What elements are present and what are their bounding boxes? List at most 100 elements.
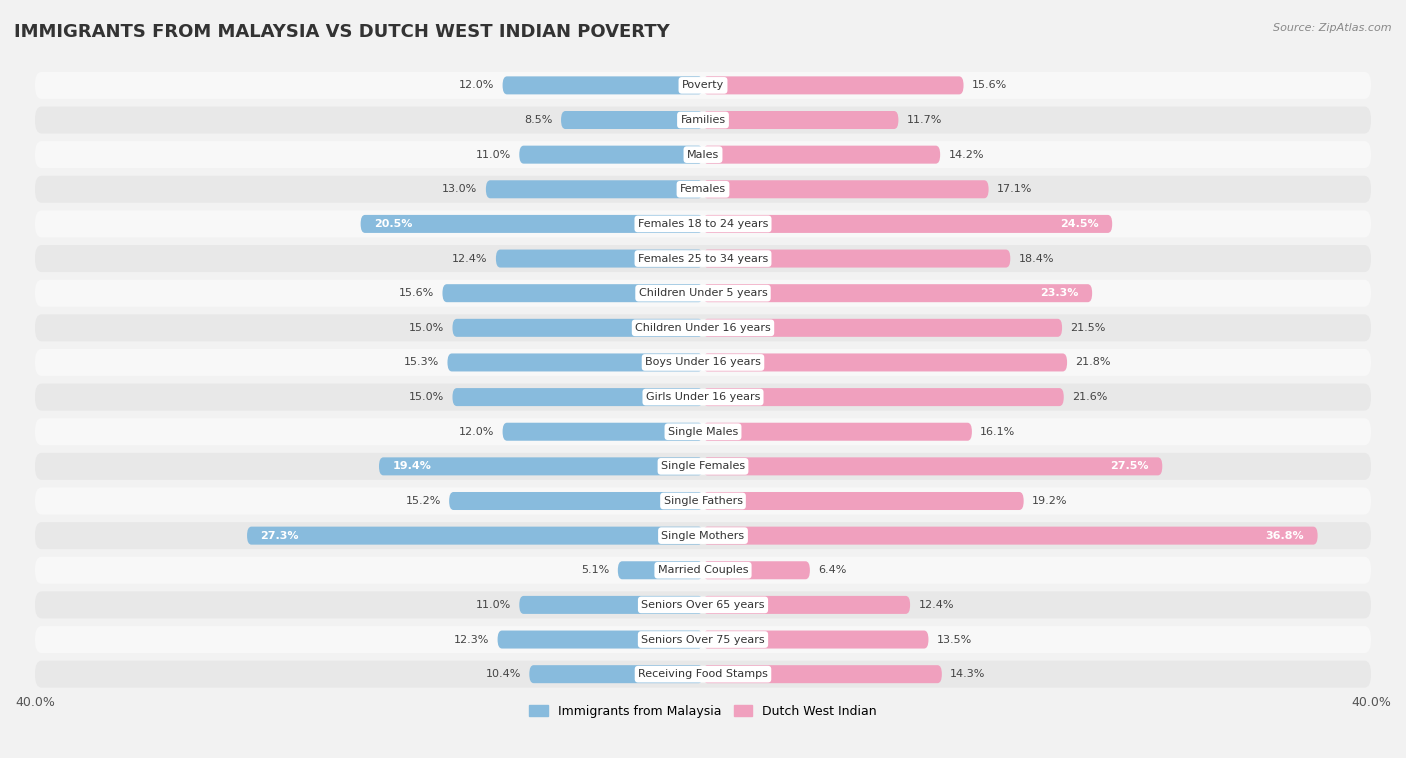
FancyBboxPatch shape: [703, 77, 963, 95]
Text: Children Under 16 years: Children Under 16 years: [636, 323, 770, 333]
FancyBboxPatch shape: [486, 180, 703, 199]
FancyBboxPatch shape: [35, 211, 1371, 237]
Text: 11.0%: 11.0%: [475, 600, 510, 610]
Text: 20.5%: 20.5%: [374, 219, 412, 229]
Text: 36.8%: 36.8%: [1265, 531, 1305, 540]
Text: 27.5%: 27.5%: [1111, 462, 1149, 471]
FancyBboxPatch shape: [703, 215, 1112, 233]
FancyBboxPatch shape: [35, 384, 1371, 411]
FancyBboxPatch shape: [35, 626, 1371, 653]
FancyBboxPatch shape: [360, 215, 703, 233]
FancyBboxPatch shape: [498, 631, 703, 649]
FancyBboxPatch shape: [35, 349, 1371, 376]
FancyBboxPatch shape: [561, 111, 703, 129]
Text: 24.5%: 24.5%: [1060, 219, 1099, 229]
FancyBboxPatch shape: [703, 492, 1024, 510]
FancyBboxPatch shape: [35, 107, 1371, 133]
FancyBboxPatch shape: [247, 527, 703, 545]
Text: 23.3%: 23.3%: [1040, 288, 1078, 298]
FancyBboxPatch shape: [443, 284, 703, 302]
Text: 12.3%: 12.3%: [454, 634, 489, 644]
Legend: Immigrants from Malaysia, Dutch West Indian: Immigrants from Malaysia, Dutch West Ind…: [524, 700, 882, 722]
FancyBboxPatch shape: [617, 561, 703, 579]
Text: 10.4%: 10.4%: [485, 669, 522, 679]
Text: Married Couples: Married Couples: [658, 565, 748, 575]
Text: Single Mothers: Single Mothers: [661, 531, 745, 540]
Text: Males: Males: [688, 149, 718, 160]
FancyBboxPatch shape: [703, 596, 910, 614]
FancyBboxPatch shape: [35, 315, 1371, 341]
FancyBboxPatch shape: [453, 319, 703, 337]
Text: Girls Under 16 years: Girls Under 16 years: [645, 392, 761, 402]
FancyBboxPatch shape: [703, 631, 928, 649]
Text: Females 18 to 24 years: Females 18 to 24 years: [638, 219, 768, 229]
Text: 27.3%: 27.3%: [260, 531, 299, 540]
FancyBboxPatch shape: [35, 487, 1371, 515]
FancyBboxPatch shape: [449, 492, 703, 510]
FancyBboxPatch shape: [35, 557, 1371, 584]
Text: Poverty: Poverty: [682, 80, 724, 90]
Text: Single Fathers: Single Fathers: [664, 496, 742, 506]
FancyBboxPatch shape: [703, 423, 972, 440]
Text: 13.5%: 13.5%: [936, 634, 972, 644]
Text: 21.8%: 21.8%: [1076, 358, 1111, 368]
Text: 12.4%: 12.4%: [453, 254, 488, 264]
FancyBboxPatch shape: [35, 72, 1371, 99]
FancyBboxPatch shape: [703, 527, 1317, 545]
Text: Boys Under 16 years: Boys Under 16 years: [645, 358, 761, 368]
FancyBboxPatch shape: [703, 284, 1092, 302]
Text: 8.5%: 8.5%: [524, 115, 553, 125]
FancyBboxPatch shape: [703, 146, 941, 164]
Text: 13.0%: 13.0%: [443, 184, 478, 194]
Text: 15.2%: 15.2%: [405, 496, 441, 506]
FancyBboxPatch shape: [502, 77, 703, 95]
FancyBboxPatch shape: [35, 245, 1371, 272]
FancyBboxPatch shape: [380, 457, 703, 475]
Text: 12.4%: 12.4%: [918, 600, 953, 610]
Text: 18.4%: 18.4%: [1019, 254, 1054, 264]
FancyBboxPatch shape: [35, 418, 1371, 445]
FancyBboxPatch shape: [35, 661, 1371, 688]
Text: Children Under 5 years: Children Under 5 years: [638, 288, 768, 298]
FancyBboxPatch shape: [703, 180, 988, 199]
Text: 19.2%: 19.2%: [1032, 496, 1067, 506]
Text: IMMIGRANTS FROM MALAYSIA VS DUTCH WEST INDIAN POVERTY: IMMIGRANTS FROM MALAYSIA VS DUTCH WEST I…: [14, 23, 669, 41]
Text: Receiving Food Stamps: Receiving Food Stamps: [638, 669, 768, 679]
Text: Females 25 to 34 years: Females 25 to 34 years: [638, 254, 768, 264]
Text: 6.4%: 6.4%: [818, 565, 846, 575]
FancyBboxPatch shape: [447, 353, 703, 371]
FancyBboxPatch shape: [703, 319, 1062, 337]
FancyBboxPatch shape: [703, 457, 1163, 475]
Text: Females: Females: [681, 184, 725, 194]
FancyBboxPatch shape: [35, 280, 1371, 307]
FancyBboxPatch shape: [35, 141, 1371, 168]
Text: 12.0%: 12.0%: [458, 427, 495, 437]
FancyBboxPatch shape: [703, 666, 942, 683]
FancyBboxPatch shape: [529, 666, 703, 683]
Text: 14.2%: 14.2%: [949, 149, 984, 160]
FancyBboxPatch shape: [519, 146, 703, 164]
Text: 17.1%: 17.1%: [997, 184, 1032, 194]
Text: Single Males: Single Males: [668, 427, 738, 437]
Text: Single Females: Single Females: [661, 462, 745, 471]
FancyBboxPatch shape: [453, 388, 703, 406]
Text: 11.7%: 11.7%: [907, 115, 942, 125]
Text: 12.0%: 12.0%: [458, 80, 495, 90]
Text: 5.1%: 5.1%: [581, 565, 609, 575]
Text: Seniors Over 75 years: Seniors Over 75 years: [641, 634, 765, 644]
FancyBboxPatch shape: [35, 176, 1371, 203]
Text: 15.0%: 15.0%: [409, 323, 444, 333]
FancyBboxPatch shape: [703, 388, 1064, 406]
FancyBboxPatch shape: [35, 522, 1371, 549]
FancyBboxPatch shape: [35, 591, 1371, 619]
FancyBboxPatch shape: [703, 111, 898, 129]
Text: 15.6%: 15.6%: [972, 80, 1007, 90]
Text: Source: ZipAtlas.com: Source: ZipAtlas.com: [1274, 23, 1392, 33]
Text: 14.3%: 14.3%: [950, 669, 986, 679]
Text: 16.1%: 16.1%: [980, 427, 1015, 437]
Text: 15.0%: 15.0%: [409, 392, 444, 402]
FancyBboxPatch shape: [35, 453, 1371, 480]
Text: 19.4%: 19.4%: [392, 462, 432, 471]
Text: 21.5%: 21.5%: [1070, 323, 1105, 333]
FancyBboxPatch shape: [519, 596, 703, 614]
